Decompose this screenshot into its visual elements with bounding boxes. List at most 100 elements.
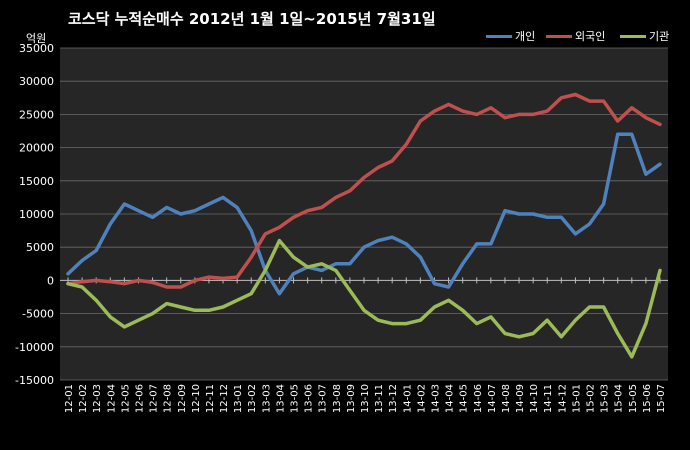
- data-point: [574, 93, 576, 95]
- data-point: [236, 206, 238, 208]
- data-point: [81, 286, 83, 288]
- data-point: [617, 120, 619, 122]
- data-point: [504, 117, 506, 119]
- y-tick-label: 25000: [19, 108, 54, 121]
- x-tick-label: 15-06: [642, 384, 653, 413]
- x-tick-label: 14-02: [416, 384, 427, 413]
- data-point: [391, 160, 393, 162]
- data-point: [448, 103, 450, 105]
- data-point: [546, 110, 548, 112]
- x-tick-label: 13-04: [275, 384, 286, 413]
- data-point: [208, 309, 210, 311]
- data-point: [152, 313, 154, 315]
- x-tick-label: 12-11: [205, 384, 216, 413]
- legend-swatch-individual: [486, 34, 512, 38]
- data-point: [631, 133, 633, 135]
- data-point: [645, 323, 647, 325]
- data-point: [603, 100, 605, 102]
- data-point: [574, 233, 576, 235]
- data-point: [659, 269, 661, 271]
- data-point: [264, 269, 266, 271]
- data-point: [363, 309, 365, 311]
- data-point: [659, 123, 661, 125]
- x-axis-ticks: 12-01 12-02 12-03 12-04 12-05 12-06 12-07 12-08…: [64, 277, 667, 413]
- legend-label-individual: 개인: [515, 30, 536, 43]
- data-point: [109, 316, 111, 318]
- data-point: [490, 316, 492, 318]
- y-tick-label: -10000: [15, 341, 54, 354]
- x-tick-label: 15-01: [571, 384, 582, 413]
- data-point: [645, 117, 647, 119]
- legend-item-institution: 기관: [620, 28, 669, 44]
- data-point: [589, 100, 591, 102]
- data-point: [546, 216, 548, 218]
- x-tick-label: 15-05: [628, 384, 639, 413]
- data-point: [603, 203, 605, 205]
- legend-item-foreign: 외국인: [546, 28, 605, 44]
- data-point: [349, 289, 351, 291]
- data-point: [137, 319, 139, 321]
- x-tick-label: 12-05: [120, 384, 131, 413]
- data-point: [589, 306, 591, 308]
- data-point: [589, 223, 591, 225]
- data-point: [377, 167, 379, 169]
- y-tick-label: 15000: [19, 175, 54, 188]
- data-point: [109, 223, 111, 225]
- data-point: [293, 256, 295, 258]
- data-point: [532, 333, 534, 335]
- y-tick-label: 35000: [19, 42, 54, 55]
- data-point: [560, 336, 562, 338]
- data-point: [532, 113, 534, 115]
- data-point: [166, 286, 168, 288]
- data-point: [321, 269, 323, 271]
- x-tick-label: 13-01: [233, 384, 244, 413]
- data-point: [278, 293, 280, 295]
- y-tick-label: 20000: [19, 142, 54, 155]
- data-point: [180, 213, 182, 215]
- data-point: [194, 279, 196, 281]
- y-tick-label: 0: [47, 274, 54, 287]
- data-point: [123, 203, 125, 205]
- x-tick-label: 13-08: [332, 384, 343, 413]
- x-tick-label: 13-02: [247, 384, 258, 413]
- data-point: [518, 336, 520, 338]
- x-tick-label: 12-03: [92, 384, 103, 413]
- data-point: [335, 269, 337, 271]
- data-point: [419, 319, 421, 321]
- y-tick-label: 10000: [19, 208, 54, 221]
- data-point: [631, 107, 633, 109]
- x-tick-label: 13-10: [360, 384, 371, 413]
- x-tick-label: 14-01: [402, 384, 413, 413]
- data-point: [95, 299, 97, 301]
- x-tick-label: 13-05: [290, 384, 301, 413]
- y-tick-label: 5000: [26, 241, 54, 254]
- data-point: [335, 263, 337, 265]
- data-point: [631, 356, 633, 358]
- data-point: [236, 276, 238, 278]
- x-tick-label: 13-12: [388, 384, 399, 413]
- x-tick-label: 13-03: [261, 384, 272, 413]
- data-point: [307, 266, 309, 268]
- data-point: [462, 309, 464, 311]
- data-point: [405, 243, 407, 245]
- data-point: [137, 210, 139, 212]
- data-point: [307, 210, 309, 212]
- gridlines: [60, 47, 668, 381]
- x-tick-label: 13-07: [318, 384, 329, 413]
- data-point: [250, 256, 252, 258]
- data-point: [617, 133, 619, 135]
- legend-swatch-institution: [620, 34, 646, 38]
- data-point: [462, 263, 464, 265]
- x-tick-label: 14-10: [529, 384, 540, 413]
- x-tick-label: 15-03: [600, 384, 611, 413]
- x-tick-label: 13-06: [304, 384, 315, 413]
- data-point: [293, 273, 295, 275]
- data-point: [560, 216, 562, 218]
- data-point: [222, 277, 224, 279]
- data-point: [194, 210, 196, 212]
- data-point: [180, 286, 182, 288]
- data-point: [504, 333, 506, 335]
- data-point: [137, 279, 139, 281]
- data-point: [617, 333, 619, 335]
